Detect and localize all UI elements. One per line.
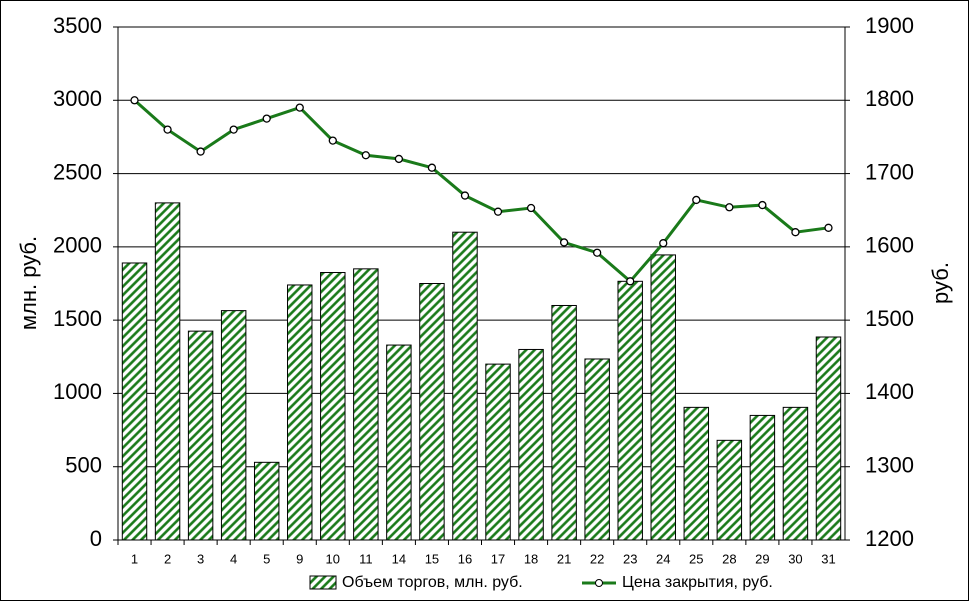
bar bbox=[584, 358, 610, 541]
line-point bbox=[394, 154, 404, 164]
y-tick-label: 0 bbox=[90, 526, 102, 551]
line-point bbox=[791, 228, 800, 237]
x-tick-label: 24 bbox=[656, 551, 670, 566]
line-point bbox=[626, 277, 635, 286]
line-point bbox=[361, 151, 370, 160]
x-tick-label: 1 bbox=[131, 551, 138, 566]
line-point bbox=[692, 195, 701, 205]
y-tick-label: 500 bbox=[65, 453, 102, 478]
x-tick-label: 2 bbox=[164, 551, 171, 566]
legend-marker bbox=[595, 579, 603, 587]
bar bbox=[353, 268, 379, 541]
y2-tick-label: 1600 bbox=[865, 233, 914, 258]
x-tick-label: 18 bbox=[524, 551, 538, 566]
line-point bbox=[460, 191, 470, 200]
x-tick-label: 3 bbox=[197, 551, 204, 566]
y2-tick-label: 1700 bbox=[865, 159, 914, 184]
bar bbox=[749, 414, 776, 541]
line bbox=[133, 99, 829, 284]
x-tick-label: 29 bbox=[755, 551, 769, 566]
x-tick-label: 5 bbox=[263, 551, 270, 566]
bar bbox=[253, 461, 280, 541]
x-tick-label: 16 bbox=[458, 551, 472, 566]
x-tick-label: 10 bbox=[326, 551, 340, 566]
bar bbox=[716, 439, 743, 541]
line-point bbox=[295, 103, 304, 112]
line-point bbox=[130, 96, 139, 105]
bar bbox=[187, 330, 214, 541]
y-tick-label: 3500 bbox=[53, 13, 102, 38]
line-point bbox=[758, 200, 767, 210]
line-point bbox=[196, 147, 205, 156]
bar bbox=[650, 254, 676, 541]
bar bbox=[220, 310, 247, 541]
y2-axis-title: руб. bbox=[928, 262, 953, 304]
bar bbox=[518, 348, 544, 541]
line-point bbox=[559, 238, 569, 247]
line-point bbox=[493, 207, 503, 216]
bar bbox=[287, 284, 313, 541]
y-tick-label: 2500 bbox=[53, 159, 102, 184]
y2-tick-label: 1800 bbox=[865, 86, 914, 111]
y2-tick-label: 1500 bbox=[865, 306, 914, 331]
line-point bbox=[427, 163, 437, 172]
x-tick-label: 15 bbox=[425, 551, 439, 566]
bar bbox=[551, 304, 577, 541]
line-point bbox=[824, 223, 833, 232]
bar bbox=[154, 202, 181, 541]
x-tick-label: 23 bbox=[623, 551, 637, 566]
bar bbox=[452, 231, 478, 541]
line-point bbox=[328, 136, 337, 145]
bar bbox=[121, 262, 148, 541]
y-tick-label: 1500 bbox=[53, 306, 102, 331]
bar bbox=[815, 336, 842, 541]
bar bbox=[386, 344, 412, 541]
line-point bbox=[526, 203, 536, 213]
x-tick-label: 14 bbox=[392, 551, 406, 566]
line-point bbox=[659, 239, 668, 248]
x-tick-label: 28 bbox=[722, 551, 736, 566]
x-tick-label: 17 bbox=[491, 551, 505, 566]
bar bbox=[683, 406, 710, 541]
bar bbox=[782, 406, 809, 541]
x-tick-label: 4 bbox=[230, 551, 237, 566]
y-axis-title: млн. руб. bbox=[16, 236, 41, 330]
line-point bbox=[262, 114, 271, 123]
x-tick-label: 30 bbox=[788, 551, 802, 566]
line-point bbox=[229, 125, 238, 134]
x-tick-label: 31 bbox=[821, 551, 835, 566]
line-point bbox=[725, 203, 734, 212]
bar bbox=[320, 272, 346, 541]
bar bbox=[617, 280, 643, 541]
legend-label: Цена закрытия, руб. bbox=[622, 574, 773, 591]
x-tick-label: 21 bbox=[557, 551, 571, 566]
y2-tick-label: 1900 bbox=[865, 13, 914, 38]
x-tick-label: 25 bbox=[689, 551, 703, 566]
legend-label: Объем торгов, млн. руб. bbox=[342, 574, 523, 591]
bar bbox=[485, 363, 511, 541]
line-point bbox=[593, 248, 602, 257]
legend-swatch bbox=[309, 575, 337, 590]
line-point bbox=[163, 125, 172, 134]
y-tick-label: 3000 bbox=[53, 86, 102, 111]
y-tick-label: 1000 bbox=[53, 379, 102, 404]
x-tick-label: 9 bbox=[296, 551, 303, 566]
y2-tick-label: 1200 bbox=[865, 526, 914, 551]
bar bbox=[419, 283, 445, 541]
y2-tick-label: 1300 bbox=[865, 453, 914, 478]
x-tick-label: 11 bbox=[359, 551, 373, 566]
y-tick-label: 2000 bbox=[53, 233, 102, 258]
x-tick-label: 22 bbox=[590, 551, 604, 566]
y2-tick-label: 1400 bbox=[865, 379, 914, 404]
